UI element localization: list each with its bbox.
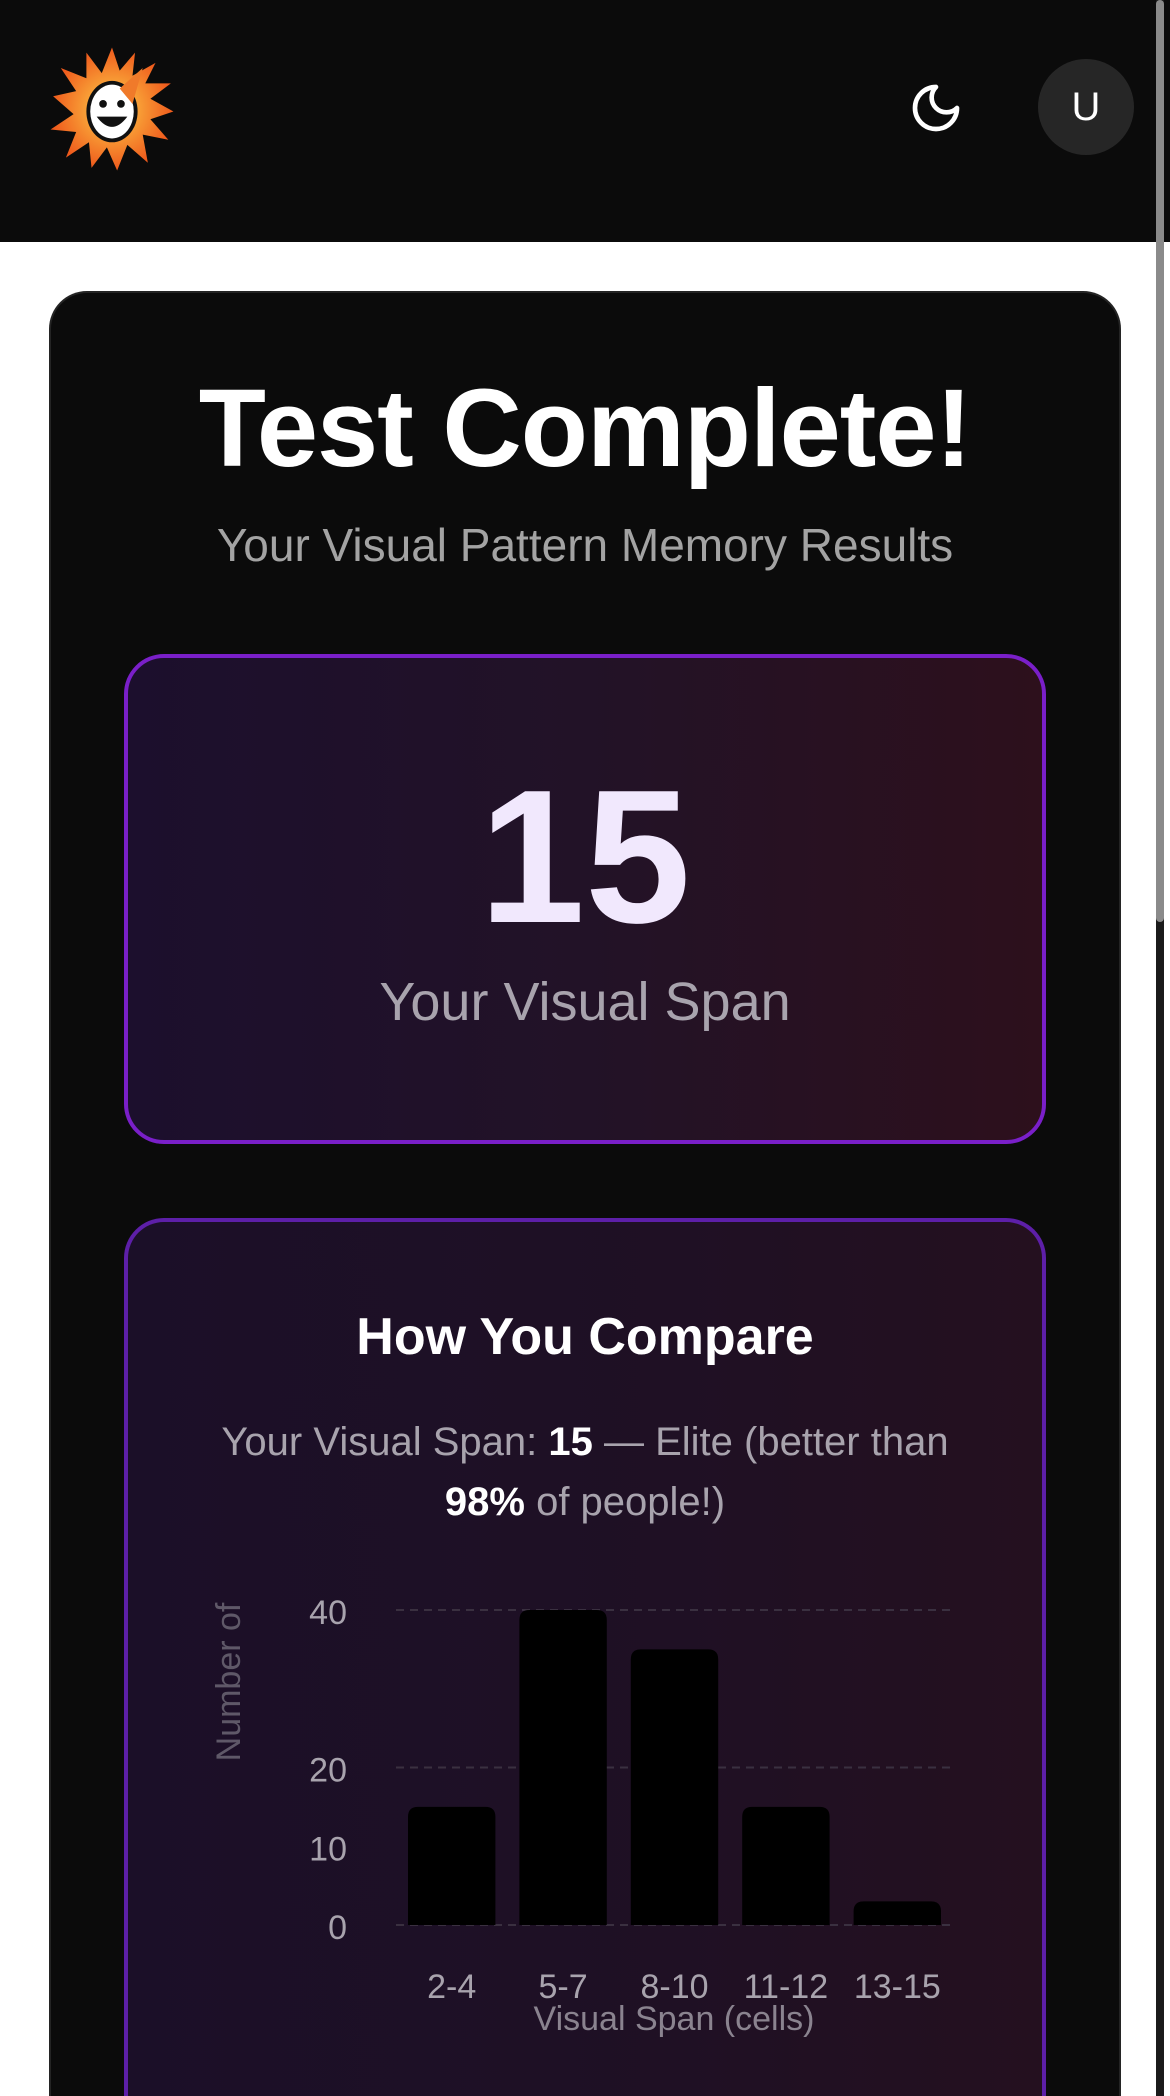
x-tick-label: 2-4 (427, 1968, 476, 2006)
user-avatar-button[interactable]: U (1038, 59, 1134, 155)
y-axis-label: Number of (210, 1602, 248, 1761)
bar-13-15 (853, 1901, 941, 1925)
top-header: U (0, 0, 1170, 242)
bar-2-4 (408, 1806, 496, 1925)
page-subtitle: Your Visual Pattern Memory Results (216, 519, 954, 571)
theme-toggle-moon-icon[interactable] (908, 80, 964, 136)
summary-score: 15 (548, 1420, 593, 1464)
summary-percent: 98% (444, 1480, 525, 1524)
scrollbar-thumb[interactable] (1156, 0, 1164, 922)
y-tick-label: 40 (309, 1594, 347, 1632)
logo-mascot-icon[interactable] (48, 45, 176, 173)
summary-mid: — Elite (better than (592, 1420, 949, 1464)
page-scrollbar[interactable] (1156, 0, 1164, 2096)
bar-5-7 (519, 1610, 607, 1925)
page-title: Test Complete! (198, 367, 972, 490)
x-tick-label: 13-15 (854, 1968, 941, 2006)
distribution-chart: Number of 0 10 20 40 2-4 5-7 8-10 11-12 13-15 Vis… (210, 1594, 953, 2038)
bar-11-12 (742, 1806, 830, 1925)
x-tick-label: 5-7 (539, 1968, 588, 2006)
summary-prefix: Your Visual Span: (221, 1420, 549, 1464)
x-tick-label: 11-12 (744, 1968, 828, 2006)
comparison-summary: Your Visual Span: 15 — Elite (better tha… (218, 1412, 952, 1532)
y-tick-label: 0 (328, 1909, 347, 1947)
comparison-title: How You Compare (356, 1308, 814, 1366)
score-value: 15 (479, 751, 691, 963)
x-tick-label: 8-10 (640, 1968, 708, 2006)
summary-suffix: of people!) (524, 1480, 726, 1524)
y-tick-label: 20 (309, 1752, 347, 1790)
x-axis-label: Visual Span (cells) (534, 2000, 815, 2038)
score-panel: 15 Your Visual Span (124, 654, 1046, 1144)
score-label: Your Visual Span (379, 972, 791, 1032)
bar-8-10 (630, 1649, 719, 1925)
y-tick-label: 10 (309, 1830, 347, 1868)
